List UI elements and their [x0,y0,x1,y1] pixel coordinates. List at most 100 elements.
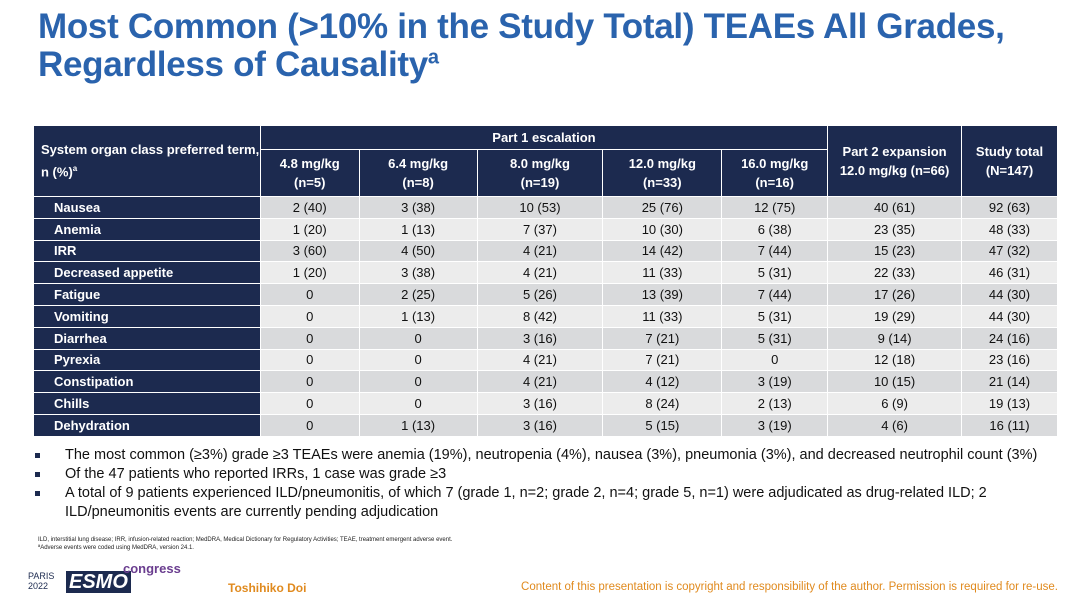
cell: 0 [358,348,478,372]
cell: 7 (21) [602,348,723,372]
cell: 1 (13) [358,217,478,241]
column-header: Study total (N=147) [961,125,1058,197]
ae-table: System organ class preferred term, n (%)… [33,125,1058,437]
cell: 5 (31) [721,304,829,328]
cell: 25 (76) [602,196,723,219]
cell: 47 (32) [961,239,1058,263]
column-header-line: 4.8 mg/kg [279,156,340,171]
cell: 15 (23) [827,239,962,263]
cell: 4 (21) [476,348,604,372]
column-header-line: (n=19) [520,175,560,190]
cell: 10 (53) [476,196,604,219]
row-label: Pyrexia [33,348,261,372]
cell: 10 (15) [827,370,962,394]
cell: 0 [358,392,478,415]
cell: 4 (12) [602,370,723,394]
table-row: Vomiting 0 1 (13) 8 (42) 11 (33) 5 (31) 19 (29… [33,304,1058,328]
title-text: Most Common (>10% in the Study Total) TE… [38,7,1005,84]
logo-suffix: congress [123,561,181,576]
cell: 40 (61) [827,196,962,219]
table-row: Fatigue 0 2 (25) 5 (26) 13 (39) 7 (44) 17 (26)… [33,283,1058,306]
cell: 11 (33) [602,261,723,285]
row-label: Fatigue [33,283,261,306]
cell: 8 (42) [476,304,604,328]
cell: 44 (30) [961,283,1058,306]
logo-place: PARIS 2022 [28,571,64,591]
cell: 7 (44) [721,239,829,263]
cell: 11 (33) [602,304,723,328]
cell: 7 (37) [476,217,604,241]
column-header-line: 16.0 mg/kg [741,156,809,171]
cell: 5 (31) [721,326,829,350]
table-row: Decreased appetite 1 (20) 3 (38) 4 (21) 11 (… [33,261,1058,285]
cell: 4 (50) [358,239,478,263]
logo-city: PARIS [28,571,55,581]
row-label: IRR [33,239,261,263]
column-header-line: (n=5) [294,175,326,190]
cell: 1 (20) [259,261,360,285]
cell: 7 (21) [602,326,723,350]
cell: 3 (16) [476,326,604,350]
cell: 12 (75) [721,196,829,219]
cell: 1 (13) [358,413,478,437]
cell: 19 (13) [961,392,1058,415]
cell: 1 (20) [259,217,360,241]
cell: 24 (16) [961,326,1058,350]
row-label: Diarrhea [33,326,261,350]
cell: 23 (16) [961,348,1058,372]
column-header-line: 12.0 mg/kg (n=66) [839,163,950,178]
cell: 16 (11) [961,413,1058,437]
cell: 3 (38) [358,261,478,285]
cell: 5 (15) [602,413,723,437]
cell: 0 [259,326,360,350]
corner-header: System organ class preferred term, n (%)… [33,125,261,197]
row-label: Constipation [33,370,261,394]
title: Most Common (>10% in the Study Total) TE… [38,8,1073,84]
table-row: IRR 3 (60) 4 (50) 4 (21) 14 (42) 7 (44) 15 (23… [33,239,1058,263]
cell: 5 (31) [721,261,829,285]
cell: 2 (25) [358,283,478,306]
corner-sup: a [72,164,78,174]
cell: 0 [358,370,478,394]
logo-brand: ESMO [66,571,131,593]
table-row: Pyrexia 0 0 4 (21) 7 (21) 0 12 (18) 23 (16) [33,348,1058,372]
cell: 0 [721,348,829,372]
cell: 3 (16) [476,413,604,437]
cell: 3 (19) [721,370,829,394]
column-header-line: 8.0 mg/kg [509,156,570,171]
cell: 13 (39) [602,283,723,306]
cell: 3 (16) [476,392,604,415]
bullet: Of the 47 patients who reported IRRs, 1 … [33,465,1063,484]
row-label: Decreased appetite [33,261,261,285]
table-row: Dehydration 0 1 (13) 3 (16) 5 (15) 3 (19) 4 (6… [33,413,1058,437]
cell: 48 (33) [961,217,1058,241]
author: Toshihiko Doi [228,581,307,595]
bullet: A total of 9 patients experienced ILD/pn… [33,484,1063,522]
cell: 1 (13) [358,304,478,328]
cell: 10 (30) [602,217,723,241]
cell: 4 (21) [476,370,604,394]
column-header: 16.0 mg/kg (n=16) [721,149,829,197]
cell: 46 (31) [961,261,1058,285]
cell: 0 [259,392,360,415]
logo-year: 2022 [28,581,49,591]
row-label: Anemia [33,217,261,241]
cell: 4 (6) [827,413,962,437]
cell: 19 (29) [827,304,962,328]
table-row: Anemia 1 (20) 1 (13) 7 (37) 10 (30) 6 (38) 23 … [33,217,1058,241]
cell: 3 (19) [721,413,829,437]
cell: 0 [259,283,360,306]
cell: 3 (60) [259,239,360,263]
table-row: Constipation 0 0 4 (21) 4 (12) 3 (19) 10 (15) 2… [33,370,1058,394]
title-sup: a [427,46,439,69]
cell: 0 [358,326,478,350]
footnotes: ILD, interstitial lung disease; IRR, inf… [38,536,452,552]
bullets: The most common (≥3%) grade ≥3 TEAEs wer… [33,446,1063,522]
footnote: ILD, interstitial lung disease; IRR, inf… [38,537,453,543]
column-header: Part 2 expansion 12.0 mg/kg (n=66) [827,125,962,197]
copyright: Content of this presentation is copyrigh… [521,581,1058,593]
table-row: Nausea 2 (40) 3 (38) 10 (53) 25 (76) 12 (75) 4… [33,196,1058,219]
cell: 6 (38) [721,217,829,241]
cell: 92 (63) [961,196,1058,219]
cell: 17 (26) [827,283,962,306]
